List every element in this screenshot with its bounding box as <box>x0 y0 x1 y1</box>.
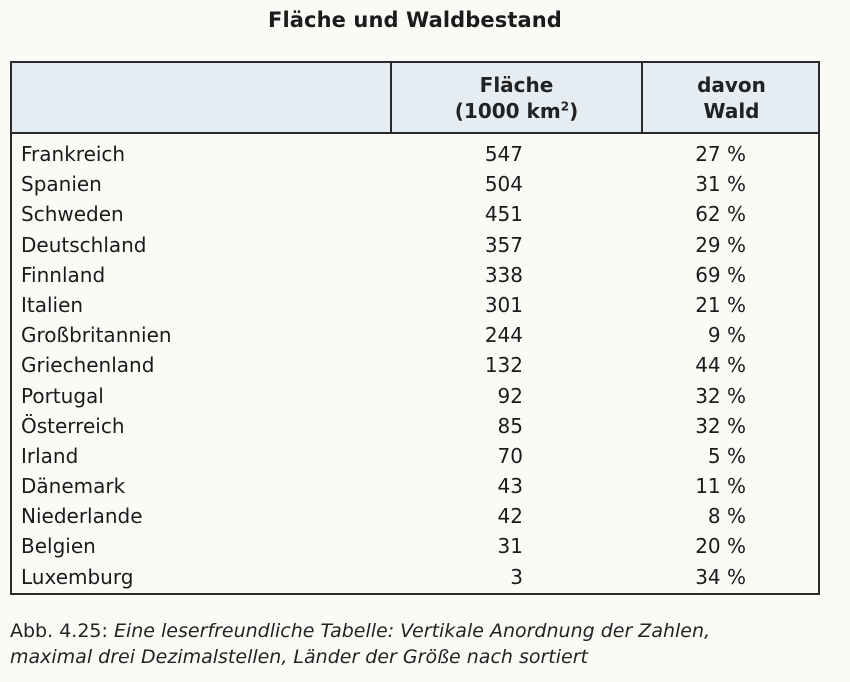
forest-cell: 34 % <box>695 564 746 589</box>
data-table: Fläche (1000 km2) davon Wald Frankreich 5… <box>10 61 820 595</box>
country-cell: Frankreich <box>21 142 126 166</box>
forest-cell: 62 % <box>695 202 746 227</box>
area-cell: 244 <box>484 323 523 348</box>
area-cell: 85 <box>497 413 523 438</box>
forest-cell: 8 % <box>707 504 746 529</box>
table-row: Spanien 504 31 % <box>12 169 818 199</box>
forest-cell: 32 % <box>695 413 746 438</box>
area-cell: 132 <box>484 353 523 378</box>
table-title: Fläche und Waldbestand <box>268 8 562 32</box>
table-row: Luxemburg 3 34 % <box>12 562 818 592</box>
country-cell: Portugal <box>21 383 104 408</box>
forest-cell: 29 % <box>695 232 746 257</box>
table-row: Italien 301 21 % <box>12 290 818 320</box>
forest-cell: 20 % <box>695 534 746 559</box>
table-row: Portugal 92 32 % <box>12 381 818 411</box>
area-cell: 42 <box>497 504 523 529</box>
area-cell: 70 <box>497 443 523 468</box>
country-cell: Griechenland <box>21 353 155 378</box>
figure-caption: Abb. 4.25: Eine leserfreundliche Tabelle… <box>10 618 710 670</box>
forest-cell: 9 % <box>707 323 746 348</box>
column-header-area-line2: (1000 km2) <box>392 98 641 124</box>
table-row: Niederlande 42 8 % <box>12 501 818 531</box>
area-unit-prefix: (1000 km <box>454 99 561 123</box>
forest-cell: 21 % <box>695 292 746 317</box>
area-cell: 357 <box>484 232 523 257</box>
caption-text-line1: Eine leserfreundliche Tabelle: Vertikale… <box>113 620 711 642</box>
caption-text-line2: maximal drei Dezimalstellen, Länder der … <box>10 646 588 668</box>
table-row: Deutschland 357 29 % <box>12 230 818 260</box>
area-cell: 504 <box>484 172 523 197</box>
forest-cell: 11 % <box>695 474 746 499</box>
header-divider <box>641 63 643 134</box>
header-divider <box>390 63 392 134</box>
country-cell: Spanien <box>21 172 102 197</box>
country-cell: Belgien <box>21 534 96 559</box>
table-row: Griechenland 132 44 % <box>12 350 818 380</box>
forest-cell: 69 % <box>695 262 746 287</box>
table-row: Belgien 31 20 % <box>12 531 818 561</box>
column-header-forest-line1: davon <box>697 73 766 97</box>
table-row: Finnland 338 69 % <box>12 260 818 290</box>
area-cell: 92 <box>497 383 523 408</box>
country-cell: Irland <box>21 443 79 468</box>
country-cell: Deutschland <box>21 232 147 257</box>
forest-cell: 44 % <box>695 353 746 378</box>
forest-cell: 27 % <box>695 142 746 166</box>
column-header-area-line1: Fläche <box>479 73 554 97</box>
table-row: Frankreich 547 27 % <box>12 139 818 169</box>
forest-cell: 31 % <box>695 172 746 197</box>
column-header-area: Fläche (1000 km2) <box>392 72 641 124</box>
table-body: Frankreich 547 27 % Spanien 504 31 % Schwede… <box>12 139 818 592</box>
column-header-forest-line2: Wald <box>703 99 760 123</box>
table-row: Großbritannien 244 9 % <box>12 320 818 350</box>
caption-line2: maximal drei Dezimalstellen, Länder der … <box>10 644 710 670</box>
area-unit-exponent: 2 <box>560 99 570 114</box>
table-row: Irland 70 5 % <box>12 441 818 471</box>
country-cell: Großbritannien <box>21 323 172 348</box>
country-cell: Dänemark <box>21 474 126 499</box>
table-header <box>12 63 818 134</box>
country-cell: Finnland <box>21 262 106 287</box>
table-row: Österreich 85 32 % <box>12 411 818 441</box>
forest-cell: 32 % <box>695 383 746 408</box>
country-cell: Schweden <box>21 202 124 227</box>
column-header-forest: davon Wald <box>643 72 820 124</box>
area-cell: 43 <box>497 474 523 499</box>
country-cell: Niederlande <box>21 504 143 529</box>
caption-label: Abb. 4.25: <box>10 620 108 642</box>
area-unit-suffix: ) <box>569 99 579 123</box>
table-row: Dänemark 43 11 % <box>12 471 818 501</box>
country-cell: Luxemburg <box>21 564 134 589</box>
country-cell: Österreich <box>21 413 125 438</box>
area-cell: 3 <box>510 564 523 589</box>
caption-line1: Abb. 4.25: Eine leserfreundliche Tabelle… <box>10 618 710 644</box>
area-cell: 547 <box>484 142 523 166</box>
area-cell: 31 <box>497 534 523 559</box>
area-cell: 301 <box>484 292 523 317</box>
table-row: Schweden 451 62 % <box>12 199 818 229</box>
forest-cell: 5 % <box>707 443 746 468</box>
country-cell: Italien <box>21 292 84 317</box>
area-cell: 338 <box>484 262 523 287</box>
area-cell: 451 <box>484 202 523 227</box>
